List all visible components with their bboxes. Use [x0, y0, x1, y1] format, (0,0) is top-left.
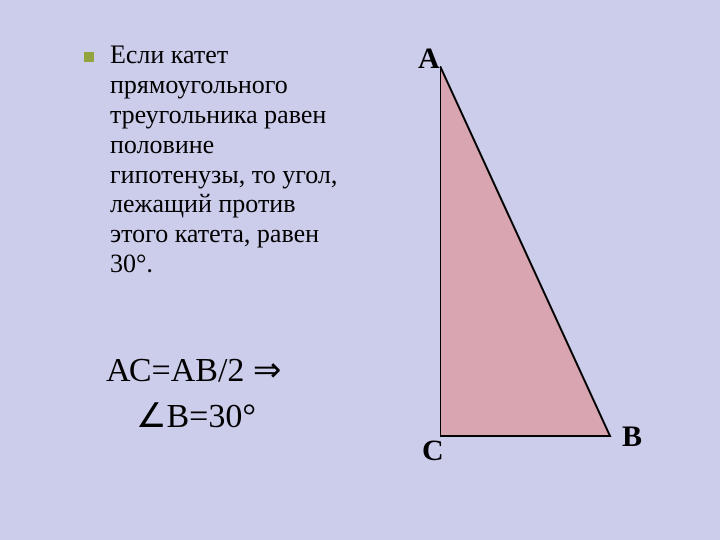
- formula-line-2: ∠В=30°: [106, 394, 281, 440]
- theorem-text: Если катет прямоугольного треугольника р…: [110, 40, 350, 279]
- formula-block: АС=АВ/2 ⇒ ∠В=30°: [106, 348, 281, 440]
- bullet-marker: [84, 52, 94, 62]
- triangle-polygon: [440, 66, 610, 436]
- triangle-shape: [440, 66, 630, 456]
- vertex-label-c: С: [422, 434, 444, 468]
- formula-line-1: АС=АВ/2 ⇒: [106, 348, 281, 394]
- vertex-label-b: В: [622, 420, 642, 454]
- vertex-label-a: А: [418, 42, 440, 76]
- triangle-diagram: А В С: [400, 40, 680, 470]
